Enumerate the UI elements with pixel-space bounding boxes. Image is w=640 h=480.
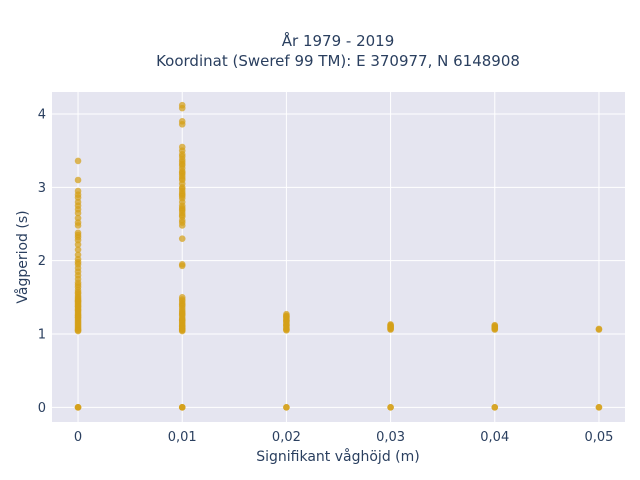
data-point	[74, 241, 82, 248]
data-point	[178, 235, 186, 242]
data-point	[178, 169, 186, 176]
data-point	[74, 246, 82, 253]
data-point	[178, 316, 186, 324]
data-points	[74, 101, 603, 411]
data-point	[74, 303, 82, 311]
data-point	[283, 321, 290, 329]
data-point	[178, 207, 186, 215]
y-tick-label: 2	[38, 254, 46, 269]
x-tick-label: 0	[74, 430, 82, 445]
y-tick-label: 3	[38, 181, 46, 196]
plot-area	[52, 92, 625, 422]
data-point	[178, 325, 186, 333]
x-tick-label: 0,04	[480, 430, 509, 445]
x-tick-label: 0,03	[376, 430, 405, 445]
data-point	[491, 404, 499, 411]
data-point	[178, 310, 186, 318]
y-tick-label: 0	[38, 401, 46, 416]
data-point	[74, 313, 82, 321]
data-point	[178, 189, 186, 197]
data-point	[178, 104, 186, 112]
data-point	[387, 404, 394, 411]
data-point	[491, 326, 499, 333]
data-point	[178, 151, 186, 158]
y-tick-labels: 0 1 2 3 4	[38, 108, 46, 416]
data-point	[74, 281, 82, 289]
y-axis-title: Vågperiod (s)	[14, 210, 31, 303]
x-tick-label: 0,05	[584, 430, 613, 445]
data-point	[178, 160, 186, 168]
data-point	[178, 404, 186, 411]
x-tick-label: 0,01	[168, 430, 197, 445]
x-axis-title: Signifikant våghöjd (m)	[256, 448, 419, 465]
data-point	[74, 297, 82, 305]
data-point	[74, 222, 82, 229]
data-point	[178, 301, 186, 308]
data-point	[178, 120, 186, 128]
data-point	[387, 326, 394, 333]
data-point	[178, 175, 186, 182]
data-point	[178, 262, 186, 270]
chart-title: År 1979 - 2019	[282, 31, 395, 50]
data-point	[74, 176, 82, 184]
x-tick-labels: 0 0,01 0,02 0,03 0,04 0,05	[74, 430, 614, 445]
y-tick-label: 1	[38, 328, 46, 343]
data-point	[595, 326, 603, 333]
data-point	[74, 157, 82, 165]
data-point	[74, 404, 82, 411]
chart-subtitle: Koordinat (Sweref 99 TM): E 370977, N 61…	[156, 52, 520, 70]
y-gridlines	[52, 113, 625, 408]
data-point	[283, 327, 290, 334]
data-point	[74, 327, 82, 335]
data-point	[74, 209, 82, 217]
data-point	[595, 404, 603, 411]
data-point	[283, 404, 290, 411]
y-tick-label: 4	[38, 108, 46, 123]
data-point	[178, 219, 186, 226]
x-tick-label: 0,02	[272, 430, 301, 445]
